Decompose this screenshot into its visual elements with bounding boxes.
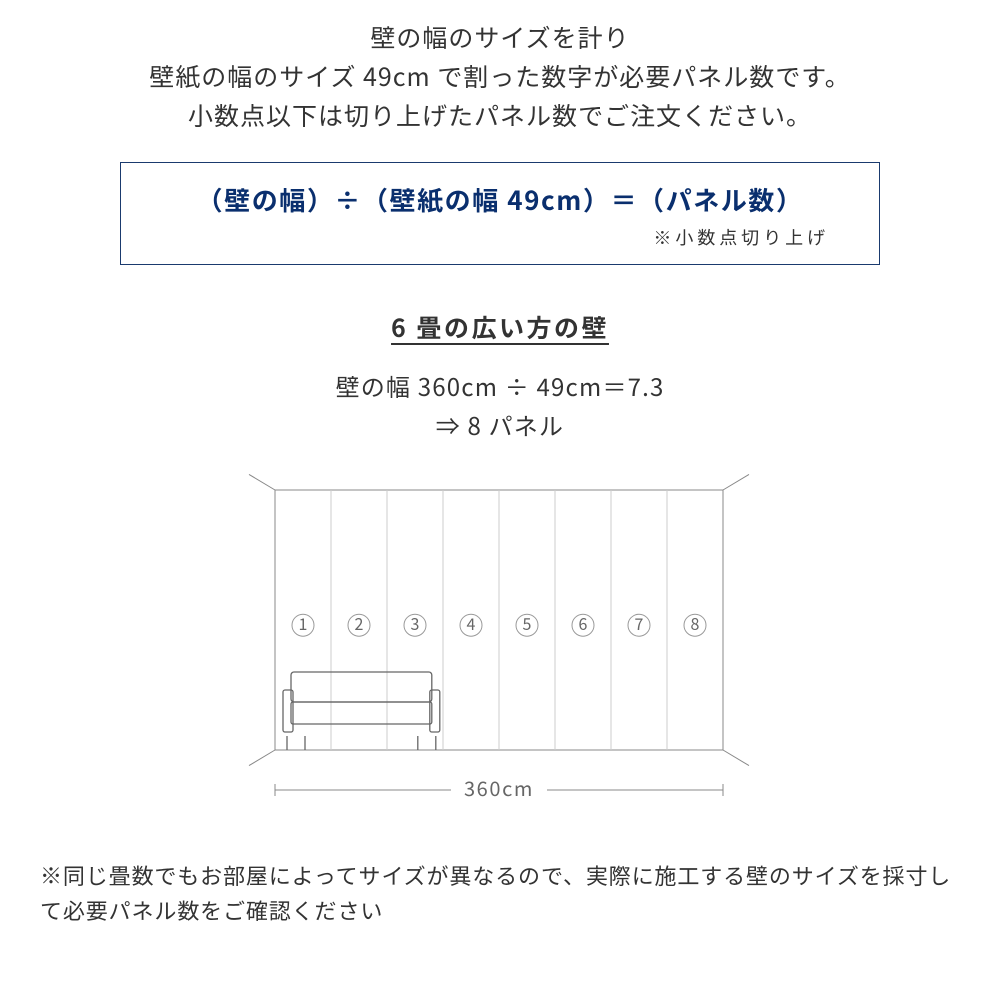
- example-calc: 壁の幅 360cm ÷ 49cm＝7.3 ⇒ 8 パネル: [0, 367, 1000, 444]
- intro-line: 小数点以下は切り上げたパネル数でご注文ください。: [0, 96, 1000, 135]
- svg-text:7: 7: [635, 611, 644, 635]
- example-title: 6 畳の広い方の壁: [0, 309, 1000, 345]
- intro-line: 壁の幅のサイズを計り: [0, 18, 1000, 57]
- svg-text:360cm: 360cm: [464, 773, 534, 802]
- example-calc-line: ⇒ 8 パネル: [0, 406, 1000, 444]
- intro-text: 壁の幅のサイズを計り 壁紙の幅のサイズ 49cm で割った数字が必要パネル数です…: [0, 0, 1000, 134]
- wall-diagram: 1 2 3 4 5 6 7 8 360cm: [190, 450, 810, 830]
- svg-text:1: 1: [299, 611, 308, 635]
- footnote: ※同じ畳数でもお部屋によってサイズが異なるので、実際に施工する壁のサイズを採寸し…: [0, 858, 1000, 928]
- svg-text:8: 8: [691, 611, 700, 635]
- svg-text:3: 3: [411, 611, 420, 635]
- formula-note: ※小数点切り上げ: [141, 224, 859, 250]
- diagram-container: 1 2 3 4 5 6 7 8 360cm: [0, 450, 1000, 830]
- svg-text:6: 6: [579, 611, 588, 635]
- formula-box: （壁の幅）÷（壁紙の幅 49cm）＝（パネル数） ※小数点切り上げ: [120, 162, 880, 265]
- example-calc-line: 壁の幅 360cm ÷ 49cm＝7.3: [0, 367, 1000, 405]
- svg-text:2: 2: [355, 611, 364, 635]
- intro-line: 壁紙の幅のサイズ 49cm で割った数字が必要パネル数です。: [0, 57, 1000, 96]
- svg-text:4: 4: [467, 611, 476, 635]
- formula-main: （壁の幅）÷（壁紙の幅 49cm）＝（パネル数）: [141, 181, 859, 218]
- svg-text:5: 5: [523, 611, 532, 635]
